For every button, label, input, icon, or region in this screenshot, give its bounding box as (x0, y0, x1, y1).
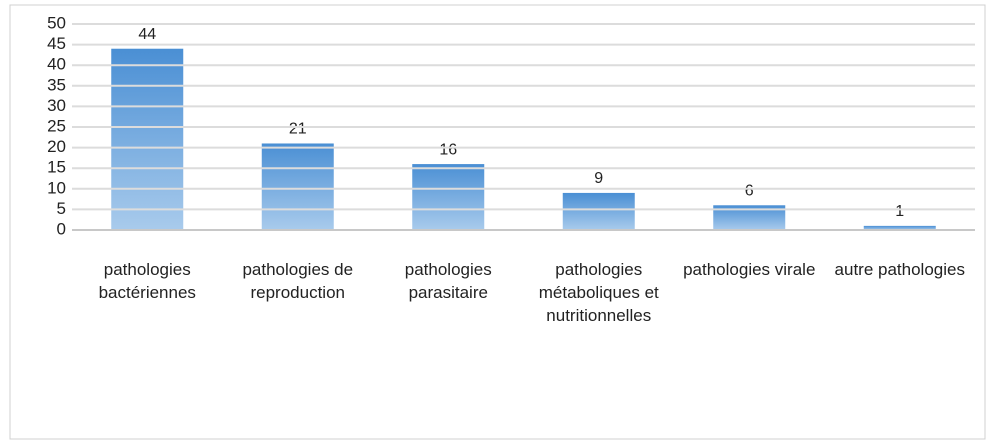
y-tick-label: 15 (47, 158, 66, 177)
x-tick-label: pathologies métaboliques et nutritionnel… (538, 260, 659, 325)
y-tick-label: 25 (47, 116, 66, 135)
bar (261, 143, 334, 230)
x-tick-label: pathologies bactériennes (98, 260, 196, 302)
y-tick-label: 40 (47, 55, 66, 74)
data-label: 44 (138, 26, 156, 43)
data-label: 21 (289, 121, 307, 138)
y-tick-label: 45 (47, 34, 66, 53)
chart-frame (9, 4, 986, 440)
data-label: 1 (895, 203, 904, 220)
data-label: 16 (439, 141, 457, 158)
x-tick-label: pathologies de reproduction (242, 260, 354, 302)
x-tick-label: pathologies virale (683, 260, 816, 279)
y-tick-label: 50 (47, 13, 66, 32)
bar (562, 192, 635, 230)
y-tick-label: 20 (47, 137, 66, 156)
data-label: 6 (745, 182, 754, 199)
bar (111, 48, 184, 230)
y-tick-label: 5 (57, 199, 66, 218)
y-tick-label: 10 (47, 178, 66, 197)
x-tick-label: pathologies parasitaire (404, 260, 492, 302)
y-tick-label: 30 (47, 96, 66, 115)
bar (863, 225, 936, 230)
y-tick-label: 0 (57, 219, 66, 238)
y-tick-label: 35 (47, 75, 66, 94)
data-label: 9 (594, 170, 603, 187)
x-tick-label: autre pathologies (834, 260, 965, 279)
bar (412, 164, 485, 230)
